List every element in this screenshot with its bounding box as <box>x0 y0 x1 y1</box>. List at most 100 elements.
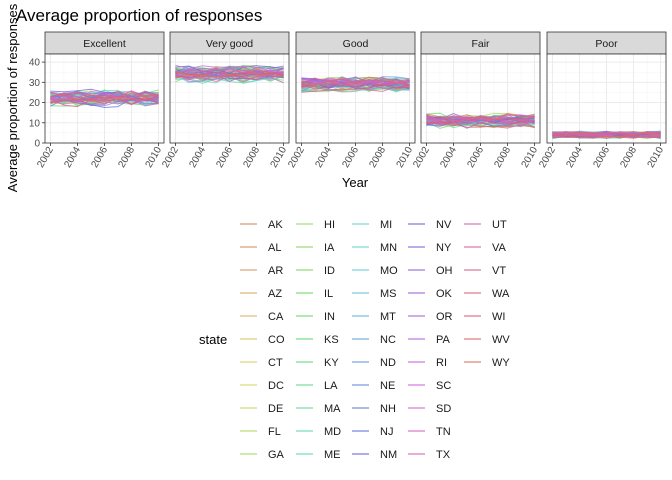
legend-item-ar: AR <box>240 265 283 277</box>
legend-item-tx: TX <box>408 449 451 461</box>
facet-fair: Fair 2002 2004 2006 2008 2010 <box>411 31 540 170</box>
legend-item-nh: NH <box>352 403 396 415</box>
legend-item-va: VA <box>464 242 507 254</box>
legend-label: NJ <box>380 426 393 438</box>
legend-label: FL <box>268 426 281 438</box>
legend-item-hi: HI <box>296 219 335 231</box>
legend-label: OR <box>436 311 453 323</box>
legend-label: KS <box>324 334 339 346</box>
legend: state AK AL AR AZ CA CO CT DC DE FL GA HI IA ID IL IN KS… <box>199 219 510 461</box>
legend-item-pa: PA <box>408 334 451 346</box>
series-line-wy <box>175 69 284 79</box>
legend-item-ky: KY <box>296 357 339 369</box>
x-tick-label: 2006 <box>591 145 612 170</box>
x-tick-label: 2010 <box>144 145 165 170</box>
legend-label: MS <box>380 288 397 300</box>
x-tick-label: 2002 <box>537 145 558 170</box>
legend-label: AK <box>268 219 283 231</box>
x-tick-label: 2002 <box>411 145 432 170</box>
series-lines <box>552 130 661 140</box>
legend-item-la: LA <box>296 380 338 392</box>
legend-item-oh: OH <box>408 265 453 277</box>
legend-item-ga: GA <box>240 449 285 461</box>
x-tick-label: 2006 <box>340 145 361 170</box>
series-line-ut <box>426 118 535 125</box>
legend-title: state <box>199 332 227 347</box>
legend-item-in: IN <box>296 311 335 323</box>
legend-item-il: IL <box>296 288 333 300</box>
legend-label: NC <box>380 334 396 346</box>
series-line-sd <box>175 65 284 74</box>
series-line-wv <box>50 95 159 105</box>
y-tick-label: 20 <box>29 98 41 109</box>
legend-item-ks: KS <box>296 334 339 346</box>
legend-label: UT <box>492 219 507 231</box>
legend-item-ny: NY <box>408 242 452 254</box>
legend-label: GA <box>268 449 285 461</box>
series-line-wa <box>301 77 410 85</box>
series-line-wy <box>552 135 661 139</box>
legend-item-mt: MT <box>352 311 396 323</box>
legend-label: KY <box>324 357 339 369</box>
series-line-wa <box>50 91 159 101</box>
legend-label: MN <box>380 242 397 254</box>
y-tick-label: 40 <box>29 58 41 69</box>
legend-label: IN <box>324 311 335 323</box>
x-tick-label: 2008 <box>241 145 262 170</box>
legend-item-ia: IA <box>296 242 335 254</box>
legend-label: LA <box>324 380 338 392</box>
legend-label: HI <box>324 219 335 231</box>
legend-label: WY <box>492 357 510 369</box>
facet-strip-label: Good <box>343 38 369 50</box>
legend-label: NH <box>380 403 396 415</box>
x-tick-label: 2004 <box>564 145 585 170</box>
x-tick-label: 2008 <box>116 145 137 170</box>
legend-item-de: DE <box>240 403 283 415</box>
legend-label: RI <box>436 357 447 369</box>
series-line-wv <box>175 71 284 78</box>
legend-label: WA <box>492 288 510 300</box>
x-tick-label: 2008 <box>492 145 513 170</box>
legend-item-mo: MO <box>352 265 398 277</box>
legend-label: AZ <box>268 288 282 300</box>
legend-item-fl: FL <box>240 426 281 438</box>
legend-label: OK <box>436 288 453 300</box>
legend-label: MO <box>380 265 398 277</box>
y-tick-label: 30 <box>29 78 41 89</box>
series-line-vt <box>552 134 661 139</box>
x-tick-label: 2004 <box>438 145 459 170</box>
legend-item-or: OR <box>408 311 453 323</box>
series-line-ri <box>50 95 159 106</box>
x-tick-label: 2010 <box>269 145 290 170</box>
facet-strip-label: Excellent <box>83 38 126 50</box>
legend-item-nv: NV <box>408 219 452 231</box>
legend-item-ms: MS <box>352 288 397 300</box>
legend-label: MI <box>380 219 392 231</box>
legend-item-ak: AK <box>240 219 283 231</box>
legend-label: NY <box>436 242 452 254</box>
legend-item-ma: MA <box>296 403 341 415</box>
legend-label: OH <box>436 265 453 277</box>
x-tick-label: 2004 <box>187 145 208 170</box>
series-line-tx <box>175 67 284 75</box>
facet-panels: Excellent 2002 2004 2006 2008 2010 0 10 20 30 40 Ve… <box>29 31 666 170</box>
legend-label: ID <box>324 265 335 277</box>
facet-very-good: Very good 2002 2004 2006 2008 2010 <box>160 31 290 170</box>
legend-item-ok: OK <box>408 288 453 300</box>
y-tick-label: 10 <box>29 118 41 129</box>
x-tick-label: 2006 <box>89 145 110 170</box>
x-tick-label: 2006 <box>465 145 486 170</box>
legend-label: DE <box>268 403 283 415</box>
legend-label: MD <box>324 426 341 438</box>
legend-label: PA <box>436 334 451 346</box>
legend-item-tn: TN <box>408 426 451 438</box>
series-line-ri <box>175 64 284 75</box>
legend-item-ca: CA <box>240 311 284 323</box>
series-lines <box>175 64 284 84</box>
legend-item-az: AZ <box>240 288 282 300</box>
y-axis-title: Average proportion of responses <box>5 3 20 192</box>
legend-item-wv: WV <box>464 334 510 346</box>
legend-label: WI <box>492 311 505 323</box>
legend-item-me: ME <box>296 449 341 461</box>
